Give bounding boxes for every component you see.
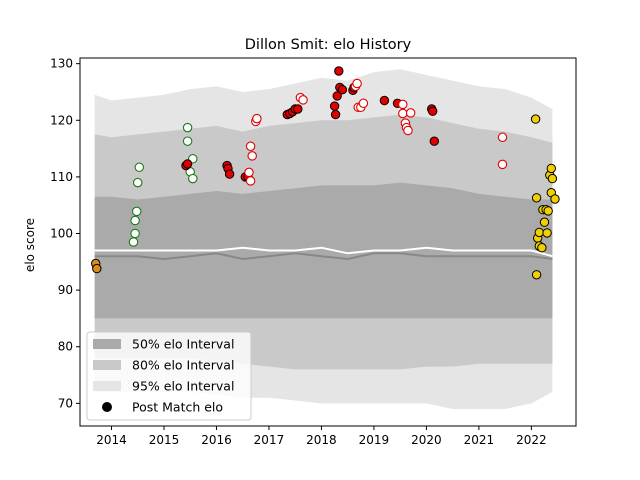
x-tick-label: 2022 — [516, 433, 547, 447]
data-point — [542, 228, 552, 238]
data-point — [358, 98, 369, 109]
data-point — [530, 114, 541, 124]
legend-swatch-band95 — [93, 381, 121, 391]
y-axis-ticks: 70 80 90 100 110 120 130 — [50, 57, 80, 410]
legend: 50% elo Interval 80% elo Interval 95% elo … — [86, 331, 252, 421]
data-point — [547, 173, 558, 184]
data-point — [531, 270, 542, 280]
data-point — [188, 173, 198, 184]
data-point — [247, 151, 257, 161]
y-tick-label: 120 — [50, 113, 73, 127]
data-point — [550, 194, 560, 204]
data-point — [130, 228, 140, 239]
data-point — [182, 136, 193, 146]
data-point — [128, 237, 139, 247]
data-point — [531, 193, 542, 203]
data-point — [398, 99, 408, 110]
x-tick-label: 2018 — [306, 433, 337, 447]
legend-label: Post Match elo — [132, 400, 223, 415]
data-point — [379, 95, 390, 106]
legend-label: 50% elo Interval — [132, 337, 234, 352]
data-point — [398, 108, 408, 119]
x-tick-label: 2020 — [411, 433, 442, 447]
y-tick-label: 100 — [50, 227, 73, 241]
data-point — [298, 95, 308, 105]
data-point — [334, 66, 344, 76]
y-tick-label: 70 — [58, 396, 73, 410]
legend-swatch-band80 — [93, 360, 121, 370]
data-point — [352, 78, 362, 89]
legend-swatch-band50 — [93, 339, 121, 349]
data-point — [330, 109, 341, 120]
y-tick-label: 110 — [50, 170, 73, 184]
axes-frame — [79, 57, 577, 427]
data-point — [245, 176, 256, 186]
band-50 — [94, 182, 553, 319]
x-tick-label: 2016 — [201, 433, 232, 447]
y-tick-label: 130 — [50, 57, 73, 71]
data-point — [534, 227, 544, 238]
data-point — [244, 167, 254, 178]
legend-box — [86, 331, 252, 421]
data-point — [537, 243, 547, 253]
data-point — [130, 215, 140, 226]
data-point — [245, 141, 256, 152]
legend-label: 80% elo Interval — [132, 358, 234, 373]
y-tick-label: 80 — [58, 340, 73, 354]
data-point — [332, 91, 342, 101]
data-point — [429, 136, 439, 146]
data-point — [543, 206, 553, 216]
data-point — [497, 159, 508, 170]
data-point — [337, 85, 348, 95]
axes-border — [79, 57, 577, 427]
median-line — [94, 252, 553, 261]
data-point — [539, 217, 550, 227]
legend-label: 95% elo Interval — [132, 379, 234, 394]
data-point — [546, 163, 556, 174]
x-tick-label: 2017 — [254, 433, 285, 447]
data-point — [252, 113, 262, 124]
data-point — [405, 108, 416, 118]
y-axis-label: elo score — [23, 218, 37, 272]
data-point — [329, 101, 340, 111]
x-tick-label: 2014 — [96, 433, 127, 447]
data-point — [403, 125, 413, 136]
data-point — [131, 206, 142, 217]
data-point — [92, 263, 102, 274]
y-tick-label: 90 — [58, 283, 73, 297]
data-point — [182, 159, 193, 169]
data-point — [293, 104, 303, 114]
x-tick-label: 2015 — [149, 433, 180, 447]
x-tick-label: 2021 — [464, 433, 495, 447]
mean-line — [94, 246, 553, 258]
data-point — [134, 162, 145, 173]
data-point — [182, 122, 193, 133]
data-point — [224, 169, 235, 179]
data-point — [132, 177, 143, 188]
plot-area — [91, 66, 560, 410]
legend-marker-post-match — [102, 402, 112, 412]
chart-title: Dillon Smit: elo History — [245, 37, 412, 53]
x-axis-ticks: 2014 2015 2016 2017 2018 2019 2020 2021 2022 — [96, 426, 547, 447]
data-point — [428, 106, 438, 116]
x-tick-label: 2019 — [359, 433, 390, 447]
data-point — [497, 132, 508, 143]
